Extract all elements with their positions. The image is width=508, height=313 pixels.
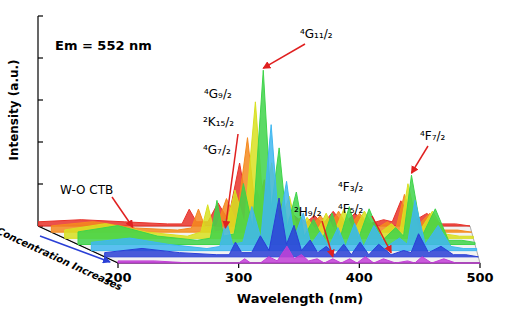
annotation: ²K₁₅/₂ [203,115,234,129]
annotation: ⁴F₇/₂ [420,129,446,143]
x-tick [117,263,118,268]
annotation: ⁴F₅/₂ [338,202,364,216]
annotation: W-O CTB [60,183,113,197]
title: Em = 552 nm [55,38,152,53]
annotation: ⁴G₉/₂ [204,87,232,101]
x-tick [479,263,480,268]
y-tick [38,99,43,100]
x-tick-label: 400 [346,270,373,285]
annotation: ²H₉/₂ [294,205,322,219]
y-tick [38,141,43,142]
y-tick [38,15,43,16]
x-axis-label: Wavelength (nm) [237,291,363,306]
annotation-arrow [411,146,428,173]
y-tick [38,183,43,184]
annotation-arrow [372,216,391,253]
x-tick [359,263,360,268]
y-tick [38,57,43,58]
annotation-arrow [263,44,305,68]
chart: 200300400500Em = 552 nmWavelength (nm)In… [0,0,508,313]
x-tick-label: 500 [466,270,493,285]
annotation-arrow [322,221,333,257]
x-tick-label: 300 [225,270,252,285]
texts: Em = 552 nm Wavelength (nm) Intensity (a.u… [0,27,446,306]
annotation-arrow [112,197,133,227]
annotation: ⁴G₇/₂ [203,143,231,157]
plot-area [38,70,480,263]
annotation: ⁴F₃/₂ [338,180,364,194]
axes: 200300400500 [38,16,494,285]
y-axis [37,16,38,226]
annotation: ⁴G₁₁/₂ [300,27,333,41]
depth-label: Concentration Increases [0,225,124,293]
spectrum [105,198,479,257]
x-tick [238,263,239,268]
y-axis-label: Intensity (a.u.) [7,59,21,160]
spectrum [118,246,480,263]
